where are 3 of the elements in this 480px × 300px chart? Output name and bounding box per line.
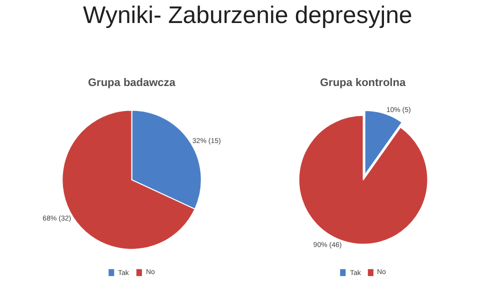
text: Wyniki- Zaburzenie depresyjne <box>83 2 412 29</box>
chart-title: Grupa badawcza <box>88 77 176 89</box>
chart-title: Grupa kontrolna <box>320 77 406 89</box>
